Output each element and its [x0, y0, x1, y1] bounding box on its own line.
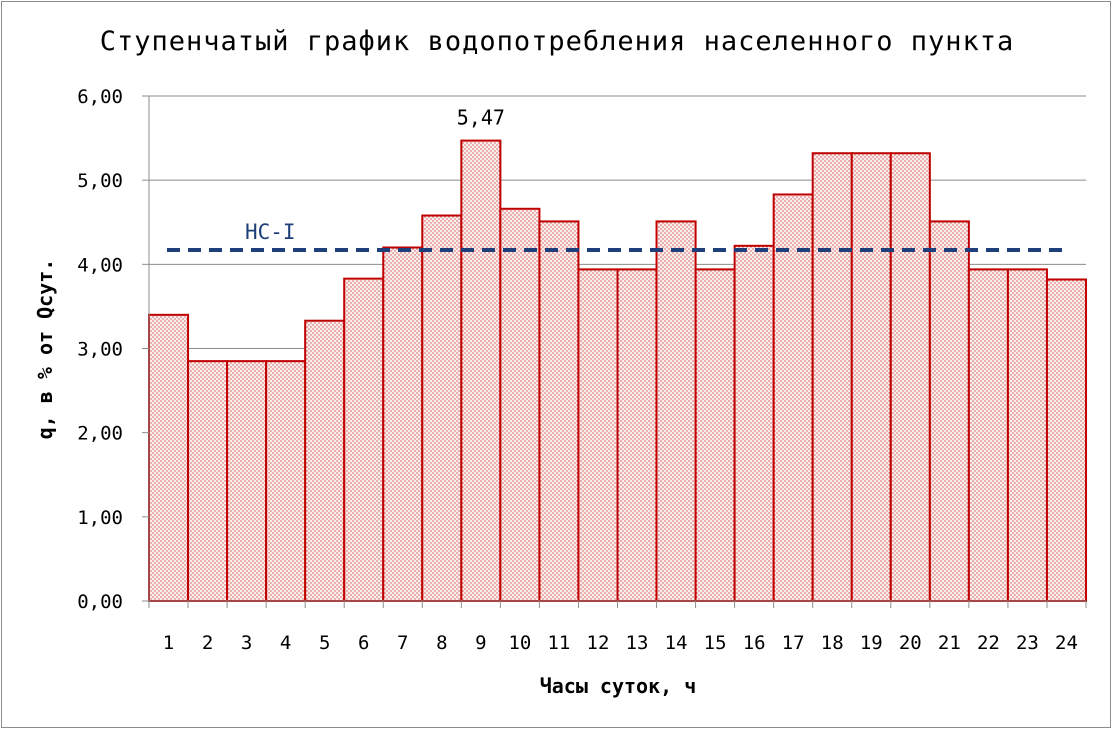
x-tick-label: 19	[860, 632, 883, 654]
x-tick-label: 11	[547, 632, 570, 654]
bar	[148, 313, 190, 602]
labels: 0,001,002,003,004,005,006,001 2 3 4 5 6 7 8 9 10 1…	[77, 86, 1078, 654]
chart-title: Ступенчатый график водопотребления насел…	[99, 26, 1015, 57]
x-tick-label: 9	[475, 632, 486, 654]
bar	[967, 268, 1009, 602]
bar	[655, 220, 697, 603]
x-tick-label: 10	[508, 632, 531, 654]
x-tick-label: 12	[587, 632, 610, 654]
bar	[499, 207, 541, 603]
bar	[733, 244, 775, 602]
bar	[1006, 268, 1048, 602]
x-tick-label: 3	[241, 632, 252, 654]
y-tick-label: 4,00	[77, 254, 123, 276]
x-tick-label: 5	[319, 632, 330, 654]
bar	[694, 268, 736, 602]
x-tick-label: 6	[358, 632, 369, 654]
x-tick-label: 24	[1055, 632, 1078, 654]
bar	[811, 152, 853, 602]
bar	[304, 319, 346, 602]
x-tick-label: 23	[1016, 632, 1039, 654]
bar	[538, 220, 580, 603]
bar	[928, 220, 970, 603]
reference-line-label: НС-I	[245, 220, 296, 244]
bar	[889, 152, 931, 602]
y-tick-label: 1,00	[77, 507, 123, 529]
x-tick-label: 7	[397, 632, 408, 654]
y-tick-label: 5,00	[77, 170, 123, 192]
bar	[616, 268, 658, 602]
bar	[421, 214, 463, 602]
x-tick-label: 21	[938, 632, 961, 654]
y-tick-label: 6,00	[77, 86, 123, 108]
bar	[187, 360, 229, 602]
x-tick-label: 2	[202, 632, 213, 654]
bar	[226, 360, 268, 602]
axes	[142, 95, 1087, 608]
x-tick-label: 13	[626, 632, 649, 654]
bar	[772, 193, 814, 602]
bars	[148, 139, 1088, 603]
y-axis-label: q, в % от Qсут.	[33, 259, 57, 440]
x-tick-label: 22	[977, 632, 1000, 654]
x-tick-label: 1	[163, 632, 174, 654]
x-tick-label: 20	[899, 632, 922, 654]
bar	[1045, 278, 1088, 602]
y-tick-label: 3,00	[77, 339, 123, 361]
x-axis-label: Часы суток, ч	[540, 674, 697, 698]
bar	[343, 277, 385, 602]
x-tick-label: 17	[782, 632, 805, 654]
reference-line-group: НС-I	[167, 220, 1062, 253]
bar	[850, 152, 892, 602]
x-tick-label: 14	[665, 632, 688, 654]
bar	[265, 360, 307, 602]
y-tick-label: 0,00	[77, 591, 123, 613]
x-tick-label: 15	[704, 632, 727, 654]
x-tick-label: 16	[743, 632, 766, 654]
data-label: 5,47	[457, 106, 505, 130]
bar	[460, 139, 502, 602]
y-tick-label: 2,00	[77, 423, 123, 445]
x-tick-label: 4	[280, 632, 291, 654]
x-tick-label: 8	[436, 632, 447, 654]
bar	[577, 268, 619, 602]
x-tick-label: 18	[821, 632, 844, 654]
bar	[382, 246, 424, 602]
